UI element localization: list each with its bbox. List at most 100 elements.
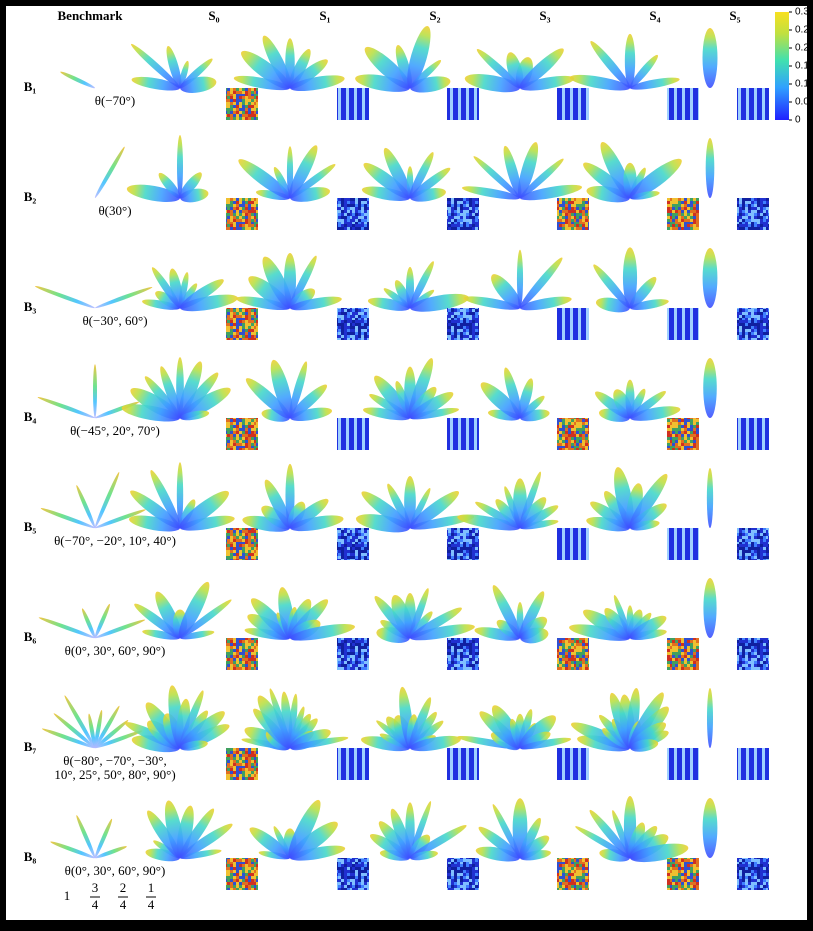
beam-pattern (35, 286, 153, 309)
array-texture (557, 528, 589, 560)
beam-lobe (519, 158, 564, 199)
beam-lobe (179, 410, 210, 421)
angle-label: θ(0°, 30°, 60°, 90°) (65, 643, 166, 658)
array-texture (667, 528, 699, 560)
array-texture (557, 748, 589, 780)
beam-pattern (367, 261, 469, 312)
beam-lobe (363, 407, 411, 421)
beam-pattern (586, 467, 668, 532)
array-texture (337, 198, 369, 230)
beam-pattern (50, 815, 127, 859)
array-texture (557, 418, 589, 450)
row-label: B₄ (24, 409, 37, 424)
beam-lobe (233, 75, 291, 91)
beam-pattern (145, 800, 233, 862)
beam-lobe (409, 392, 454, 420)
beam-lobe (158, 172, 181, 199)
beam-lobe (288, 799, 321, 859)
row-label: B₆ (24, 629, 37, 644)
beam-lobe (629, 77, 680, 90)
array-texture (226, 858, 258, 890)
array-texture (737, 418, 769, 450)
beam-lobe (179, 76, 217, 93)
beam-lobe (94, 286, 153, 309)
beam-lobe (457, 514, 521, 531)
beam-pattern (464, 48, 575, 93)
colorbar-tick-label: 0.15 (795, 61, 813, 72)
array-texture (667, 638, 699, 670)
beam-lobe (53, 713, 96, 749)
beam-pattern (374, 588, 475, 643)
beam-pattern (706, 468, 714, 528)
beam-lobe (629, 473, 668, 529)
array-texture (557, 308, 589, 340)
array-texture (737, 748, 769, 780)
row-label: B₇ (24, 739, 37, 754)
beam-lobe (461, 186, 521, 200)
colorbar-tick-label: 0.1 (795, 79, 809, 90)
beam-pattern (245, 359, 333, 422)
beam-pattern (363, 358, 459, 421)
beam-pattern (361, 686, 461, 752)
beam-lobe (94, 710, 103, 749)
beam-lobe (126, 184, 181, 202)
array-texture (226, 88, 258, 120)
beam-lobe (702, 248, 718, 308)
weight-den: 4 (120, 897, 127, 912)
beam-pattern (241, 688, 349, 751)
array-texture (226, 748, 258, 780)
array-texture (737, 528, 769, 560)
beam-lobe (629, 191, 660, 200)
beam-pattern (569, 33, 680, 91)
beam-lobe (142, 629, 181, 640)
beam-lobe (519, 296, 572, 311)
beam-pattern (702, 798, 718, 858)
angle-label: θ(−70°) (95, 93, 135, 108)
array-texture (557, 858, 589, 890)
beam-lobe (387, 483, 411, 529)
beam-pattern (142, 267, 238, 312)
angle-label: θ(−45°, 20°, 70°) (70, 423, 160, 438)
array-texture (337, 418, 369, 450)
beam-lobe (179, 294, 238, 312)
angle-label: 10°, 25°, 50°, 80°, 90°) (54, 767, 175, 782)
beam-lobe (409, 407, 459, 420)
beam-lobe (367, 297, 411, 311)
beam-lobe (262, 35, 292, 89)
beam-lobe (130, 388, 181, 420)
beam-lobe (409, 850, 438, 861)
beam-pattern (461, 142, 582, 201)
beam-lobe (176, 805, 194, 859)
beam-lobe (236, 296, 291, 311)
weight-num: 2 (120, 880, 127, 895)
beam-lobe (94, 603, 110, 639)
beam-lobe (516, 249, 524, 308)
beam-lobe (179, 823, 233, 859)
beam-lobe (361, 186, 411, 201)
beam-lobe (64, 695, 96, 749)
beam-lobe (179, 515, 235, 531)
beam-pattern (474, 585, 549, 644)
beam-lobe (363, 162, 411, 199)
array-texture (337, 858, 369, 890)
beam-pattern (40, 472, 146, 529)
beam-pattern (480, 367, 550, 422)
angle-label: θ(30°) (98, 203, 131, 218)
beam-lobe (473, 156, 521, 199)
beam-lobe (407, 26, 431, 89)
beam-lobe (93, 364, 97, 418)
beam-lobe (629, 739, 659, 752)
beam-lobe (517, 142, 539, 199)
beam-lobe (40, 508, 96, 529)
beam-lobe (289, 384, 328, 419)
beam-pattern (124, 685, 230, 753)
beam-lobe (408, 358, 434, 419)
row-label: B₈ (24, 849, 37, 864)
array-texture (226, 198, 258, 230)
beam-lobe (702, 28, 718, 88)
beam-lobe (478, 826, 521, 859)
beam-lobe (289, 255, 317, 309)
array-texture (447, 748, 479, 780)
array-texture (667, 308, 699, 340)
